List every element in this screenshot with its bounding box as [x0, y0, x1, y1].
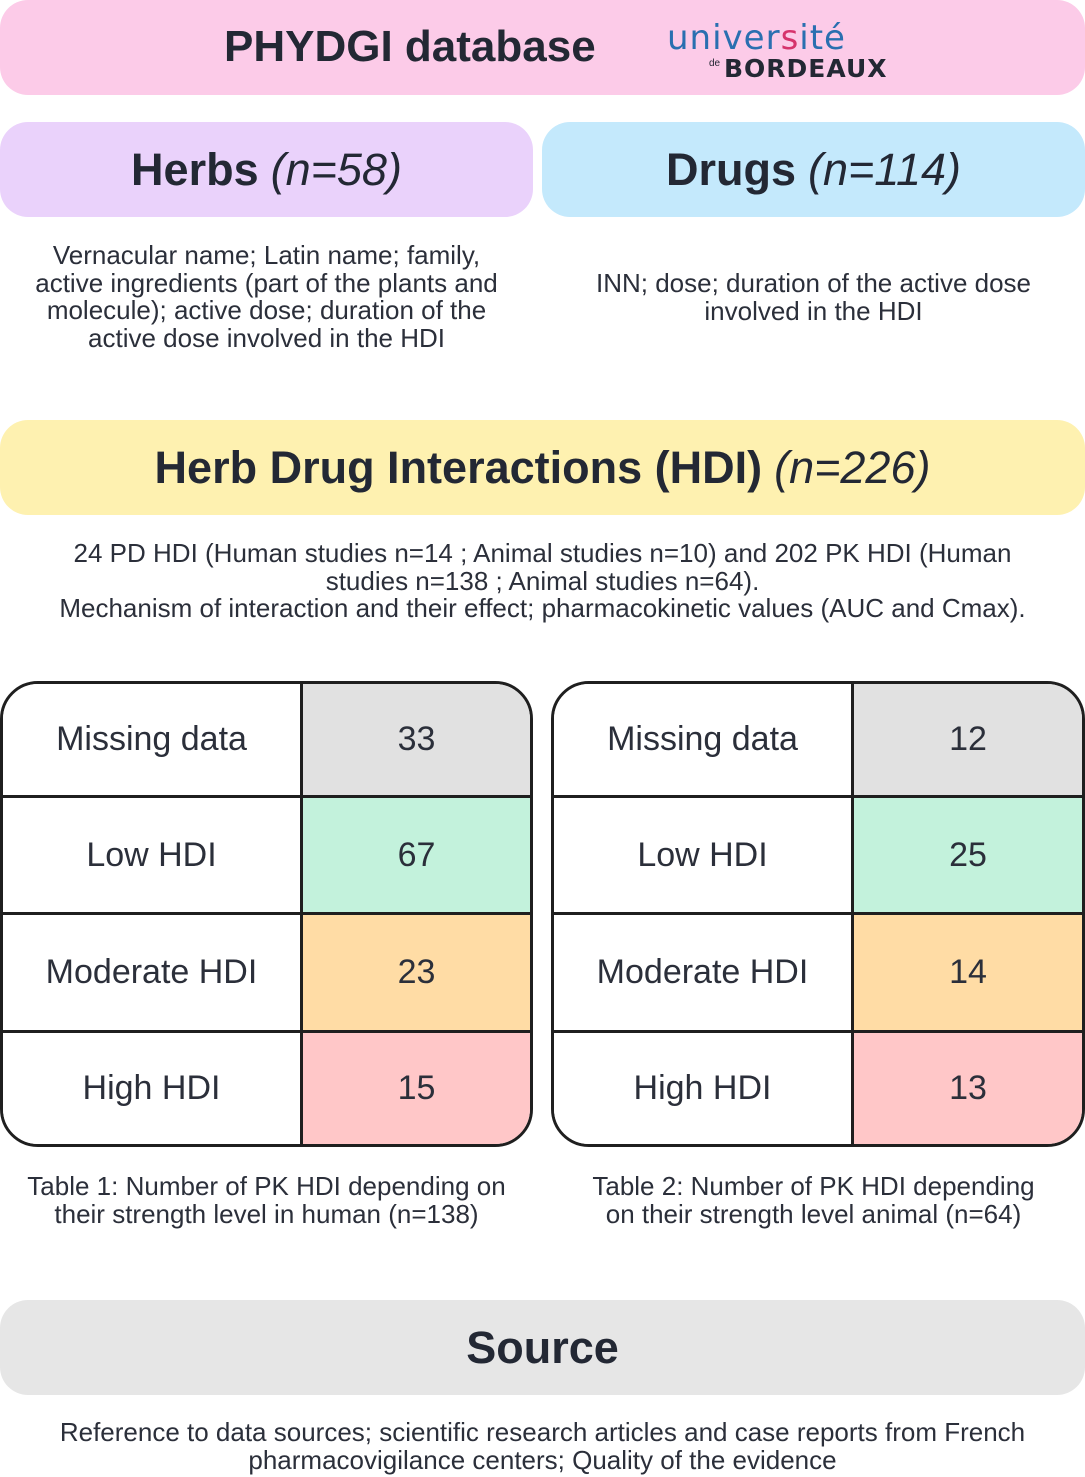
- table-row: Missing data 33: [3, 684, 530, 799]
- herbs-label: Herbs: [131, 143, 259, 195]
- row-value: 25: [852, 796, 1082, 916]
- row-value: 67: [301, 796, 530, 916]
- table-row: High HDI 13: [554, 1031, 1082, 1144]
- hdi-description: 24 PD HDI (Human studies n=14 ; Animal s…: [59, 538, 1026, 623]
- row-label: Low HDI: [3, 796, 303, 916]
- row-label: Low HDI: [554, 796, 854, 916]
- table-row: Moderate HDI 23: [3, 913, 530, 1033]
- header-banner: PHYDGI database université de BORDEAUX: [0, 0, 1085, 95]
- table-row: Low HDI 25: [554, 796, 1082, 916]
- row-label: Missing data: [3, 684, 303, 799]
- row-label: Moderate HDI: [3, 913, 303, 1033]
- hdi-banner: Herb Drug Interactions (HDI) (n=226): [0, 420, 1085, 515]
- drugs-label: Drugs: [665, 143, 796, 195]
- hdi-label: Herb Drug Interactions (HDI): [154, 441, 763, 493]
- table-row: Low HDI 67: [3, 796, 530, 916]
- page-title: PHYDGI database: [224, 22, 596, 71]
- herbs-banner: Herbs (n=58): [0, 122, 533, 217]
- row-label: High HDI: [3, 1031, 303, 1144]
- source-label: Source: [466, 1321, 619, 1373]
- row-label: Missing data: [554, 684, 854, 799]
- source-description: Reference to data sources; scientific re…: [59, 1417, 1026, 1475]
- drugs-description: INN; dose; duration of the active dose i…: [595, 268, 1032, 326]
- logo-de: de: [709, 58, 721, 69]
- animal-hdi-table: Missing data 12 Low HDI 25 Moderate HDI …: [551, 681, 1085, 1147]
- logo-line2: BORDEAUX: [724, 54, 888, 83]
- row-value: 12: [852, 684, 1082, 799]
- source-banner: Source: [0, 1300, 1085, 1395]
- table2-caption: Table 2: Number of PK HDI depending on t…: [592, 1171, 1035, 1229]
- logo-line1: université: [667, 18, 846, 58]
- table-row: Moderate HDI 14: [554, 913, 1082, 1033]
- row-value: 13: [852, 1031, 1082, 1144]
- hdi-count: (n=226): [774, 441, 931, 493]
- herbs-count: (n=58): [270, 143, 402, 195]
- row-value: 15: [301, 1031, 530, 1144]
- table-row: High HDI 15: [3, 1031, 530, 1144]
- university-logo: université de BORDEAUX: [667, 18, 887, 84]
- drugs-count: (n=114): [807, 143, 962, 195]
- drugs-banner: Drugs (n=114): [542, 122, 1085, 217]
- row-value: 14: [852, 913, 1082, 1033]
- row-label: High HDI: [554, 1031, 854, 1144]
- human-hdi-table: Missing data 33 Low HDI 67 Moderate HDI …: [0, 681, 533, 1147]
- table1-caption: Table 1: Number of PK HDI depending on t…: [27, 1171, 506, 1229]
- row-value: 23: [301, 913, 530, 1033]
- herbs-description: Vernacular name; Latin name; family, act…: [35, 240, 498, 353]
- row-value: 33: [301, 684, 530, 799]
- table-row: Missing data 12: [554, 684, 1082, 799]
- row-label: Moderate HDI: [554, 913, 854, 1033]
